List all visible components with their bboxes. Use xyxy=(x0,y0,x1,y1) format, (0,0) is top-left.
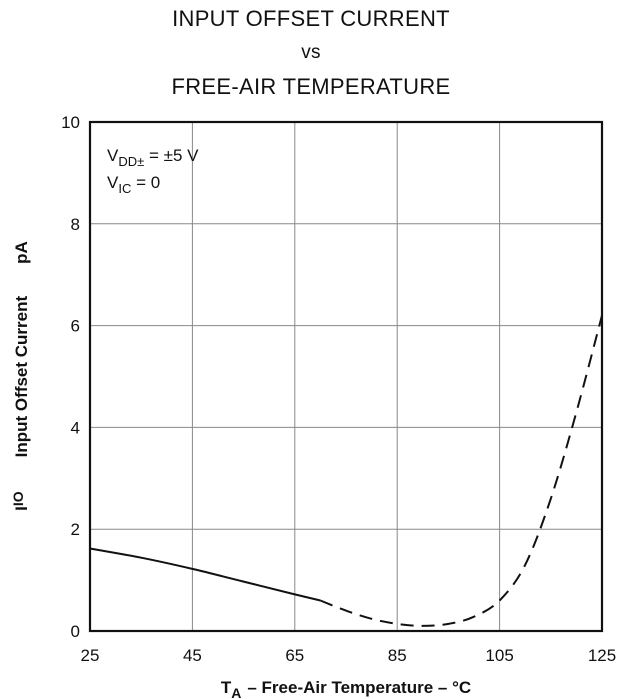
plot-frame xyxy=(88,120,604,633)
y-tick-label: 10 xyxy=(61,113,80,132)
y-tick-label: 2 xyxy=(71,520,80,539)
x-axis-label: TA – Free-Air Temperature – °C xyxy=(221,678,471,699)
y-axis-label: IIOInput Offset CurrentpA xyxy=(10,241,31,511)
series-line-solid xyxy=(89,547,321,602)
series xyxy=(89,315,603,627)
y-tick-label: 4 xyxy=(71,418,80,437)
annotation-vic: VIC = 0 xyxy=(107,173,160,196)
grid xyxy=(89,121,603,632)
x-tick-label: 45 xyxy=(183,646,202,665)
chart-title-line-1: INPUT OFFSET CURRENT xyxy=(172,6,450,31)
y-tick-label: 8 xyxy=(71,215,80,234)
annotation-supply: VDD± = ±5 V xyxy=(107,146,199,169)
chart-title-line-3: FREE-AIR TEMPERATURE xyxy=(171,74,451,99)
y-tick-label: 0 xyxy=(71,622,80,641)
series-line-dashed xyxy=(320,315,603,627)
x-tick-label: 125 xyxy=(588,646,616,665)
chart-title-line-2: vs xyxy=(301,42,321,63)
x-tick-label: 25 xyxy=(81,646,100,665)
tick-labels: 25 45 65 85 105 125 0 2 4 6 8 10 xyxy=(61,113,616,665)
x-tick-label: 65 xyxy=(285,646,304,665)
y-tick-label: 6 xyxy=(71,317,80,336)
x-tick-label: 105 xyxy=(485,646,513,665)
x-tick-label: 85 xyxy=(388,646,407,665)
